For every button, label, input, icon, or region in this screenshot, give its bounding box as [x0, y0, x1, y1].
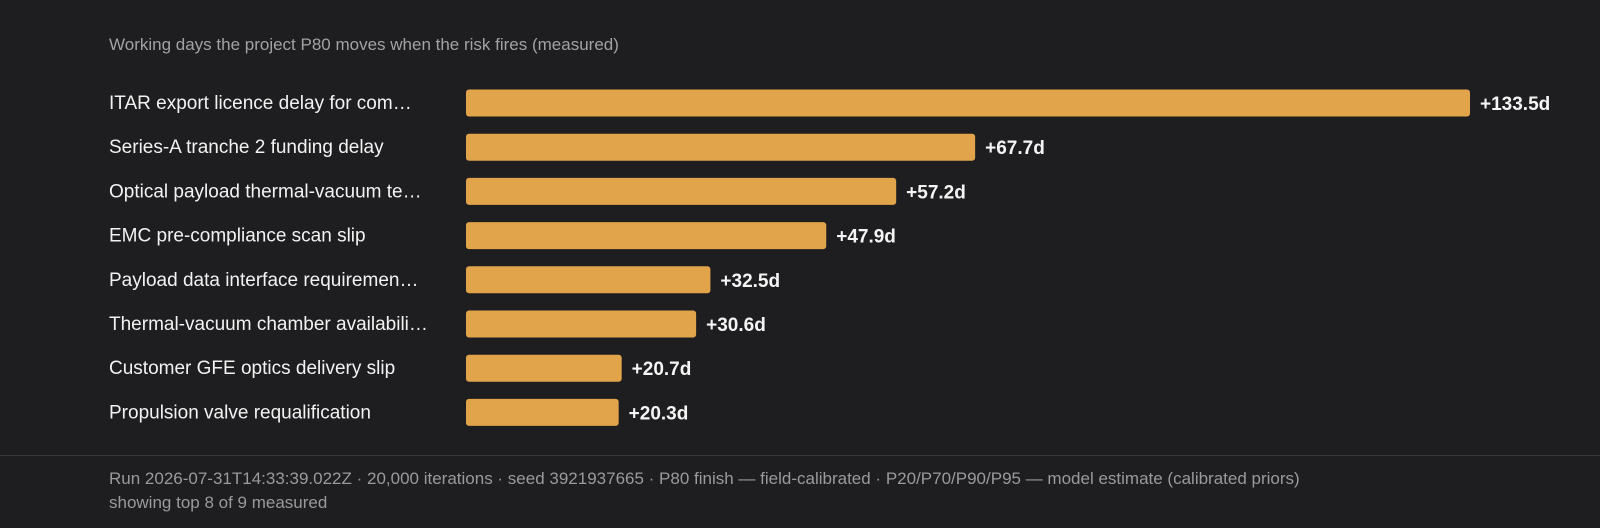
bar-chart: ITAR export licence delay for com… +133.5…: [109, 89, 1550, 426]
category-label: Customer GFE optics delivery slip: [109, 358, 395, 379]
value-label: +133.5d: [1480, 94, 1550, 115]
run-info: Run 2026-07-31T14:33:39.022Z · 20,000 it…: [109, 469, 1300, 488]
showing-count: showing top 8 of 9 measured: [109, 493, 328, 512]
footer-divider: [0, 455, 1600, 456]
bar: [466, 177, 897, 205]
footer: Run 2026-07-31T14:33:39.022Z · 20,000 it…: [109, 467, 1300, 515]
category-label: ITAR export licence delay for com…: [109, 93, 412, 114]
value-label: +57.2d: [906, 182, 966, 203]
value-label: +32.5d: [720, 271, 780, 292]
category-label: Payload data interface requiremen…: [109, 270, 418, 291]
value-label: +67.7d: [985, 138, 1045, 159]
category-label: Series-A tranche 2 funding delay: [109, 137, 384, 158]
bar: [466, 266, 711, 294]
bar: [466, 354, 622, 382]
bar: [466, 310, 697, 338]
bar: [466, 398, 619, 426]
value-label: +47.9d: [836, 227, 896, 248]
bar: [466, 222, 827, 250]
bar: [466, 89, 1470, 117]
category-label: Optical payload thermal-vacuum te…: [109, 181, 422, 202]
value-label: +20.7d: [632, 359, 692, 380]
chart-subtitle: Working days the project P80 moves when …: [109, 35, 619, 54]
bar: [466, 133, 976, 161]
category-label: Thermal-vacuum chamber availabili…: [109, 314, 428, 335]
value-label: +30.6d: [706, 315, 766, 336]
category-label: EMC pre-compliance scan slip: [109, 226, 366, 247]
category-label: Propulsion valve requalification: [109, 402, 371, 423]
value-label: +20.3d: [629, 403, 689, 424]
